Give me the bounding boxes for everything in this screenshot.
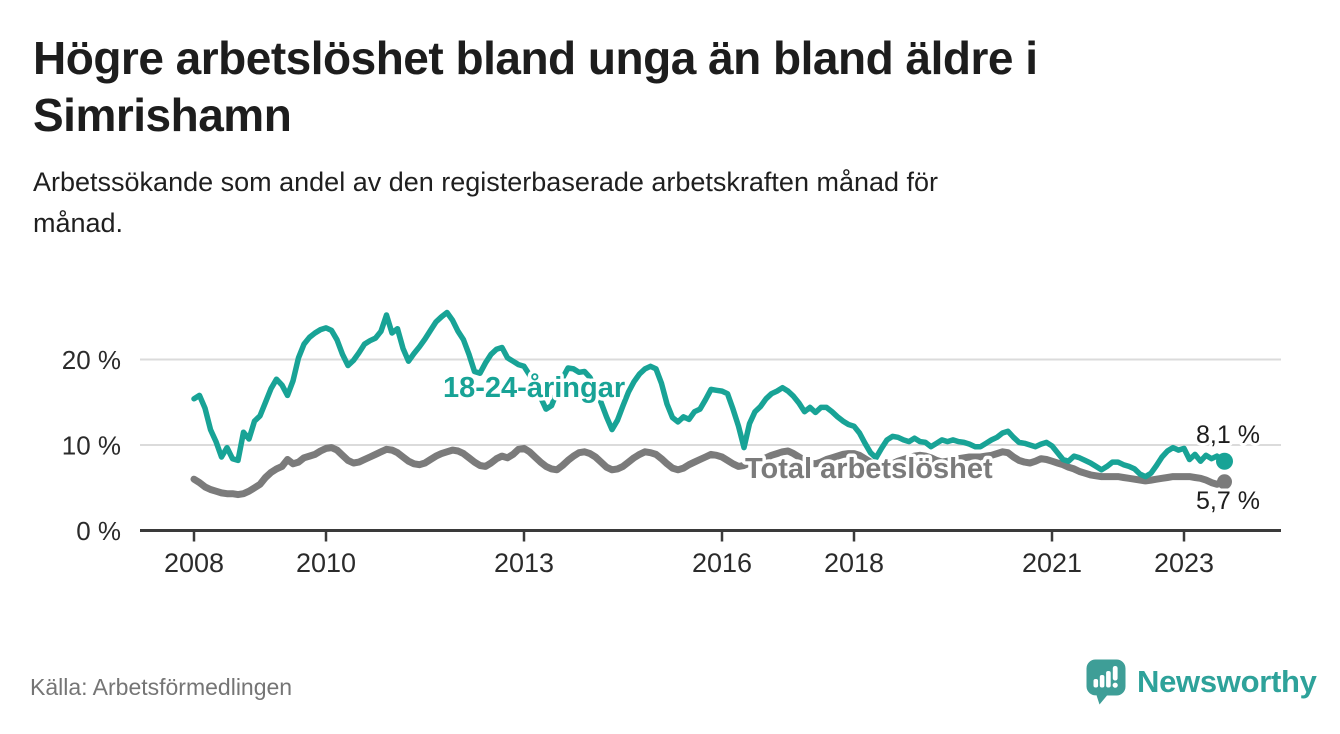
gridlines — [140, 358, 1281, 446]
source-note: Källa: Arbetsförmedlingen — [30, 674, 293, 700]
x-tick-label: 2010 — [296, 548, 356, 578]
newsworthy-logo-icon — [1086, 659, 1126, 705]
page-title: Högre arbetslöshet bland unga än bland ä… — [33, 32, 1038, 141]
x-tick-label: 2008 — [164, 548, 224, 578]
y-tick-label: 0 % — [76, 516, 121, 546]
x-tick-label: 2021 — [1022, 548, 1082, 578]
y-tick-label: 10 % — [62, 431, 121, 461]
x-tick-label: 2023 — [1154, 548, 1214, 578]
series-line-total — [190, 444, 1226, 499]
series-end-dot-total — [1217, 474, 1232, 490]
x-axis-ticks: 2008 2010 2013 2016 2018 2021 2023 — [164, 532, 1214, 578]
series-end-value-total: 5,7 % — [1196, 487, 1260, 515]
series-end-value-youth: 8,1 % — [1196, 421, 1260, 449]
newsworthy-logo-text: Newsworthy — [1137, 664, 1317, 699]
series-end-dot-youth — [1216, 452, 1233, 470]
x-tick-label: 2016 — [692, 548, 752, 578]
series-label-total: Total arbetslöshet — [745, 453, 993, 485]
y-tick-label: 20 % — [62, 345, 121, 375]
x-tick-label: 2013 — [494, 548, 554, 578]
newsworthy-logo: Newsworthy — [1086, 659, 1317, 705]
x-tick-label: 2018 — [824, 548, 884, 578]
series-line-youth — [191, 309, 1226, 480]
series-label-youth: 18-24-åringar — [443, 372, 625, 404]
y-axis-labels: 0 % 10 % 20 % — [62, 345, 121, 546]
chart-subtitle: Arbetssökande som andel av den registerb… — [33, 167, 939, 238]
